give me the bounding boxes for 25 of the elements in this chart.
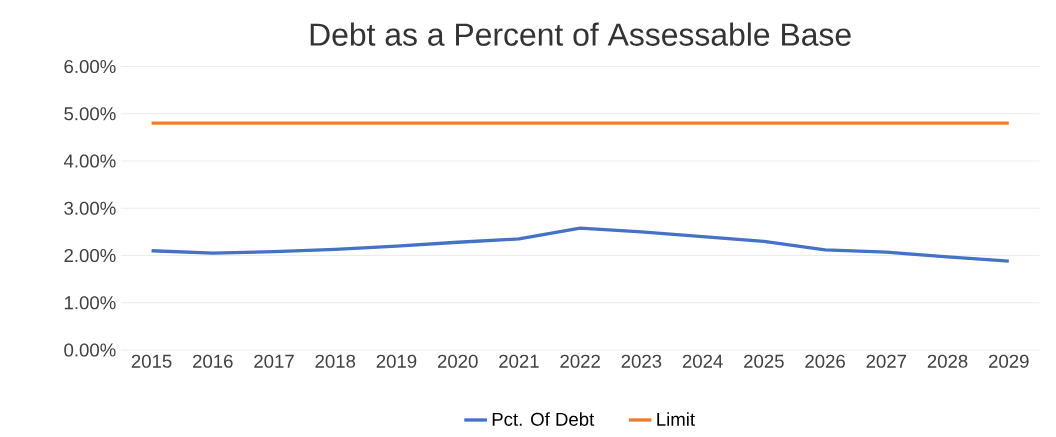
y-tick-label: 4.00% (63, 154, 116, 168)
x-tick-label: 2019 (376, 354, 417, 368)
x-tick-label: 2022 (560, 354, 600, 368)
y-tick-label: 5.00% (64, 107, 116, 121)
x-tick-label: 2029 (989, 354, 1029, 368)
legend-label: Pct. Of Debt (492, 412, 595, 426)
x-tick-label: 2020 (437, 354, 478, 368)
x-tick-label: 2023 (621, 354, 662, 368)
x-tick-label: 2015 (131, 354, 172, 368)
chart-title: Debt as a Percent of Assessable Base (310, 22, 851, 46)
y-tick-label: 6.00% (64, 59, 116, 74)
y-tick-label: 0.00% (64, 343, 116, 357)
x-tick-label: 2028 (927, 354, 968, 368)
x-tick-label: 2024 (682, 354, 723, 368)
x-tick-label: 2016 (193, 354, 233, 368)
legend-label: Limit (657, 412, 695, 426)
y-tick-label: 2.00% (64, 248, 116, 263)
y-tick-label: 3.00% (64, 201, 116, 215)
x-tick-label: 2027 (866, 354, 907, 368)
x-tick-label: 2017 (254, 354, 294, 368)
x-tick-label: 2021 (499, 354, 539, 368)
y-tick-label: 1.00% (64, 296, 116, 310)
x-tick-label: 2025 (744, 354, 784, 368)
x-tick-label: 2026 (805, 354, 845, 368)
x-tick-label: 2018 (315, 354, 356, 368)
